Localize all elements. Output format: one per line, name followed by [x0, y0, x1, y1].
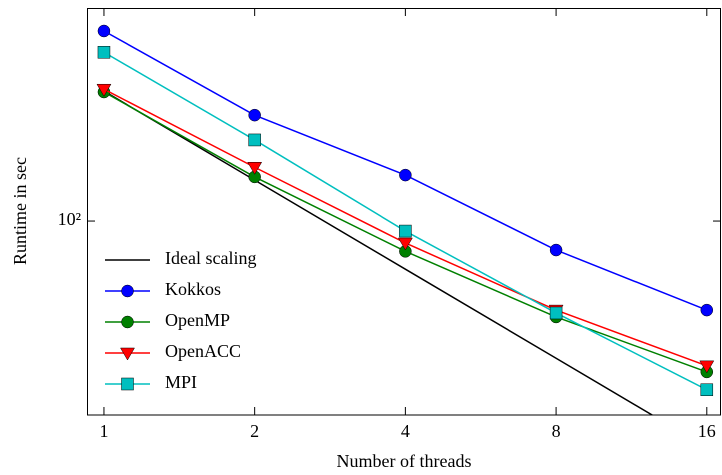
marker — [399, 168, 412, 182]
marker — [97, 24, 111, 38]
legend-label: OpenMP — [165, 310, 230, 330]
marker — [248, 133, 261, 147]
marker — [96, 83, 112, 97]
marker — [399, 224, 412, 238]
y-axis-label: Runtime in sec — [10, 157, 30, 265]
plot-frame — [87, 8, 721, 416]
x-axis-label: Number of threads — [337, 451, 472, 471]
series-line — [103, 90, 654, 415]
x-tick-label: 4 — [401, 421, 410, 441]
marker — [121, 315, 134, 329]
marker — [397, 237, 413, 251]
x-tick-label: 2 — [250, 421, 259, 441]
marker — [549, 243, 563, 257]
legend-label: Ideal scaling — [165, 248, 256, 268]
marker — [248, 108, 261, 122]
marker — [699, 360, 715, 374]
marker — [700, 383, 714, 396]
legend-label: OpenACC — [165, 341, 241, 361]
legend: Ideal scaling Kokkos OpenMP OpenACC MPI — [105, 248, 256, 392]
marker — [549, 306, 563, 320]
marker — [121, 284, 134, 298]
x-tick-label: 8 — [552, 421, 561, 441]
x-tick-label: 1 — [99, 421, 108, 441]
legend-label: Kokkos — [165, 279, 221, 299]
marker — [97, 46, 111, 59]
y-tick-label: 10² — [58, 209, 81, 229]
marker — [247, 162, 263, 175]
plot-area — [96, 24, 715, 415]
marker — [121, 377, 134, 391]
x-tick-label: 16 — [698, 421, 716, 441]
marker — [700, 303, 714, 317]
marker — [120, 347, 135, 361]
legend-label: MPI — [165, 372, 197, 392]
